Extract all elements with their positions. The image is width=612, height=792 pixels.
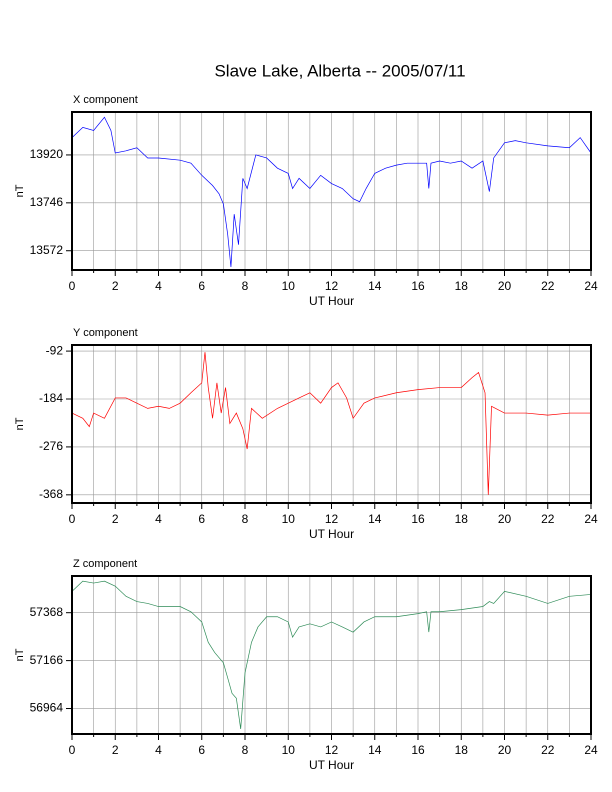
- x-tick-label: 10: [282, 743, 296, 757]
- x-tick-label: 24: [584, 279, 598, 293]
- x-tick-label: 24: [584, 512, 598, 526]
- y-tick-label: 57166: [30, 653, 64, 667]
- x-tick-label: 18: [455, 279, 469, 293]
- y-axis-label: nT: [14, 417, 26, 430]
- x-tick-label: 10: [282, 512, 296, 526]
- x-axis-label: UT Hour: [309, 758, 354, 772]
- x-tick-label: 20: [498, 512, 512, 526]
- y-tick-label: -276: [39, 439, 63, 453]
- y-tick-label: 57368: [30, 605, 64, 619]
- x-tick-label: 16: [411, 512, 425, 526]
- x-tick-label: 18: [455, 512, 469, 526]
- plot-frame: [71, 344, 592, 504]
- data-line: [71, 352, 591, 495]
- plot-frame: [71, 111, 592, 271]
- x-tick-label: 10: [282, 279, 296, 293]
- x-tick-label: 2: [112, 279, 119, 293]
- x-tick-label: 12: [325, 512, 339, 526]
- x-tick-label: 16: [411, 279, 425, 293]
- x-tick-label: 4: [155, 743, 162, 757]
- data-line: [71, 116, 592, 268]
- x-tick-label: 22: [541, 512, 555, 526]
- y-tick-label: 13920: [30, 147, 64, 161]
- x-tick-label: 14: [368, 743, 382, 757]
- x-tick-label: 6: [198, 512, 205, 526]
- x-tick-label: 14: [368, 512, 382, 526]
- x-tick-label: 22: [541, 743, 555, 757]
- y-tick-label: 56964: [30, 701, 64, 715]
- x-tick-label: 2: [112, 512, 119, 526]
- x-tick-label: 6: [198, 743, 205, 757]
- x-tick-label: 22: [541, 279, 555, 293]
- x-tick-label: 8: [242, 279, 249, 293]
- y-axis-label: nT: [14, 184, 26, 197]
- x-tick-label: 8: [242, 512, 249, 526]
- panel-title: Z component: [73, 558, 137, 570]
- x-tick-label: 12: [325, 279, 339, 293]
- x-tick-label: 6: [198, 279, 205, 293]
- plot-frame: [71, 575, 592, 735]
- y-tick-label: -184: [39, 391, 63, 405]
- data-line: [71, 580, 592, 729]
- x-tick-label: 0: [69, 512, 76, 526]
- x-tick-label: 0: [69, 279, 76, 293]
- x-tick-label: 8: [242, 743, 249, 757]
- x-tick-label: 12: [325, 743, 339, 757]
- x-tick-label: 20: [498, 279, 512, 293]
- x-tick-label: 20: [498, 743, 512, 757]
- x-tick-label: 2: [112, 743, 119, 757]
- x-tick-label: 16: [411, 743, 425, 757]
- y-tick-label: -368: [39, 487, 63, 501]
- y-tick-label: 13572: [30, 243, 64, 257]
- y-tick-label: -92: [46, 343, 64, 357]
- panel-title: X component: [73, 94, 138, 106]
- x-tick-label: 4: [155, 512, 162, 526]
- y-axis-label: nT: [14, 648, 26, 661]
- x-tick-label: 24: [584, 743, 598, 757]
- x-tick-label: 0: [69, 743, 76, 757]
- panel-title: Y component: [73, 327, 138, 339]
- x-axis-label: UT Hour: [309, 527, 354, 541]
- page-title: Slave Lake, Alberta -- 2005/07/11: [214, 61, 465, 80]
- x-tick-label: 4: [155, 279, 162, 293]
- x-tick-label: 14: [368, 279, 382, 293]
- x-tick-label: 18: [455, 743, 469, 757]
- x-axis-label: UT Hour: [309, 294, 354, 308]
- y-tick-label: 13746: [30, 195, 64, 209]
